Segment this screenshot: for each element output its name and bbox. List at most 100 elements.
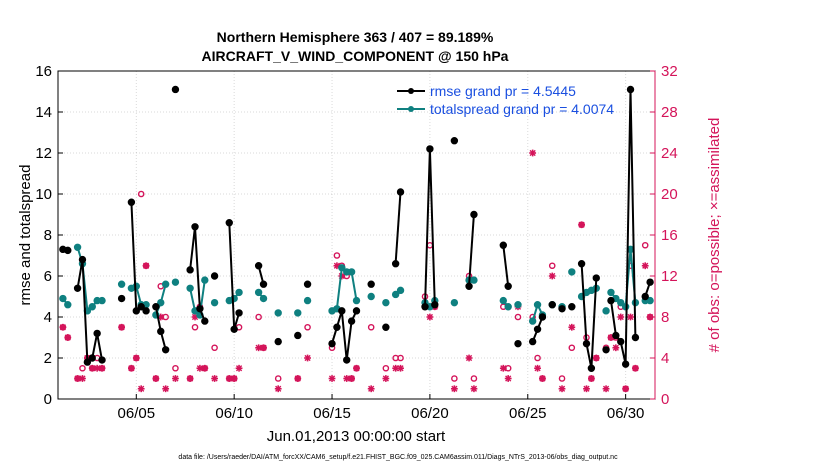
spread-point (607, 288, 615, 297)
y-axis-label: rmse and totalspread (17, 165, 34, 306)
rmse-point (621, 360, 630, 368)
rmse-point (343, 356, 351, 364)
obs-assimilated-marker (632, 364, 639, 372)
rmse-point (274, 337, 282, 346)
obs-assimilated-marker (128, 364, 135, 372)
spread-point (88, 303, 96, 311)
rmse-point (470, 210, 478, 219)
y2-tick-label: 12 (661, 268, 678, 285)
y2-tick-label: 24 (661, 145, 678, 162)
rmse-point (157, 327, 165, 336)
rmse-point (338, 307, 346, 315)
rmse-point (514, 339, 522, 348)
rmse-point (577, 260, 586, 268)
rmse-point (64, 246, 72, 255)
rmse-line-segment (610, 89, 637, 365)
obs-assimilated-marker (622, 385, 630, 393)
y-tick-label: 12 (35, 145, 52, 162)
rmse-point (499, 241, 508, 249)
rmse-point (641, 292, 649, 301)
obs-assimilated-marker (539, 375, 546, 382)
rmse-point (196, 305, 204, 313)
y-tick-label: 14 (35, 104, 52, 121)
spread-point (98, 296, 106, 305)
rmse-point (533, 325, 542, 333)
legend-rmse-label: rmse grand pr = 4.5445 (430, 83, 576, 99)
rmse-point (132, 307, 140, 315)
rmse-point (117, 294, 126, 303)
rmse-point (235, 309, 243, 317)
spread-point (157, 298, 165, 307)
rmse-point (210, 272, 219, 280)
rmse-point (78, 255, 87, 264)
rmse-point (548, 301, 556, 309)
y2-tick-label: 20 (661, 186, 678, 203)
spread-point (391, 290, 400, 299)
spread-point (347, 268, 356, 276)
y2-tick-label: 8 (661, 309, 669, 326)
rmse-point (186, 266, 194, 274)
obs-assimilated-marker (548, 272, 556, 280)
obs-possible-marker (137, 190, 145, 198)
spread-point (64, 301, 72, 309)
y-tick-label: 6 (44, 268, 52, 285)
obs-assimilated-marker (587, 375, 595, 382)
rmse-point (333, 323, 341, 331)
y-tick-label: 4 (44, 309, 52, 326)
rmse-point (230, 325, 238, 333)
rmse-point (426, 145, 434, 153)
rmse-point (646, 278, 654, 286)
obs-possible-marker (641, 241, 649, 249)
spread-point (171, 278, 180, 286)
x-tick-label: 06/05 (118, 405, 156, 422)
obs-assimilated-marker (426, 313, 434, 321)
rmse-point (431, 301, 439, 309)
rmse-line-segment (580, 263, 598, 369)
obs-assimilated-marker (211, 375, 218, 382)
obs-assimilated-marker (617, 313, 625, 321)
obs-possible-marker (211, 344, 218, 352)
rmse-point (294, 331, 302, 340)
spread-point (499, 296, 508, 305)
obs-possible-marker (397, 354, 404, 362)
rmse-point (225, 219, 233, 227)
rmse-point (396, 188, 405, 196)
obs-possible-marker (304, 323, 311, 331)
rmse-point (504, 282, 512, 290)
obs-possible-marker (367, 323, 375, 331)
obs-possible-marker (568, 344, 576, 352)
obs-assimilated-marker (612, 344, 620, 352)
spread-point (117, 280, 126, 288)
obs-assimilated-marker (348, 375, 356, 382)
obs-assimilated-marker (578, 221, 585, 229)
obs-possible-marker (514, 313, 522, 321)
x-tick-label: 06/30 (607, 405, 645, 422)
y-axis-ticks: 0 2 4 6 8 10 12 14 16 (35, 63, 63, 408)
y2-tick-label: 0 (661, 391, 669, 408)
spread-point (161, 280, 170, 288)
series-lines (59, 85, 654, 372)
rmse-point (617, 337, 625, 346)
y2-tick-label: 28 (661, 104, 678, 121)
legend-spread-label: totalspread grand pr = 4.0074 (430, 101, 614, 117)
spread-point (367, 292, 375, 301)
rmse-point (587, 364, 596, 372)
spread-point (235, 288, 243, 297)
obs-assimilated-marker (602, 385, 610, 393)
obs-assimilated-marker (568, 323, 576, 331)
rmse-point (259, 280, 268, 288)
obs-assimilated-marker (367, 385, 375, 393)
spread-point (602, 307, 610, 315)
spread-point (450, 298, 459, 307)
obs-assimilated-marker (79, 375, 86, 382)
rmse-point (607, 296, 615, 305)
obs-assimilated-marker (592, 354, 600, 362)
y2-tick-label: 16 (661, 227, 678, 244)
obs-assimilated-marker (382, 375, 390, 382)
x-axis-ticks: 06/05 06/10 06/15 06/20 06/25 06/30 (118, 394, 645, 422)
y-tick-label: 2 (44, 350, 52, 367)
rmse-point (528, 337, 537, 346)
obs-assimilated-marker (397, 364, 404, 372)
rmse-point (254, 262, 263, 270)
